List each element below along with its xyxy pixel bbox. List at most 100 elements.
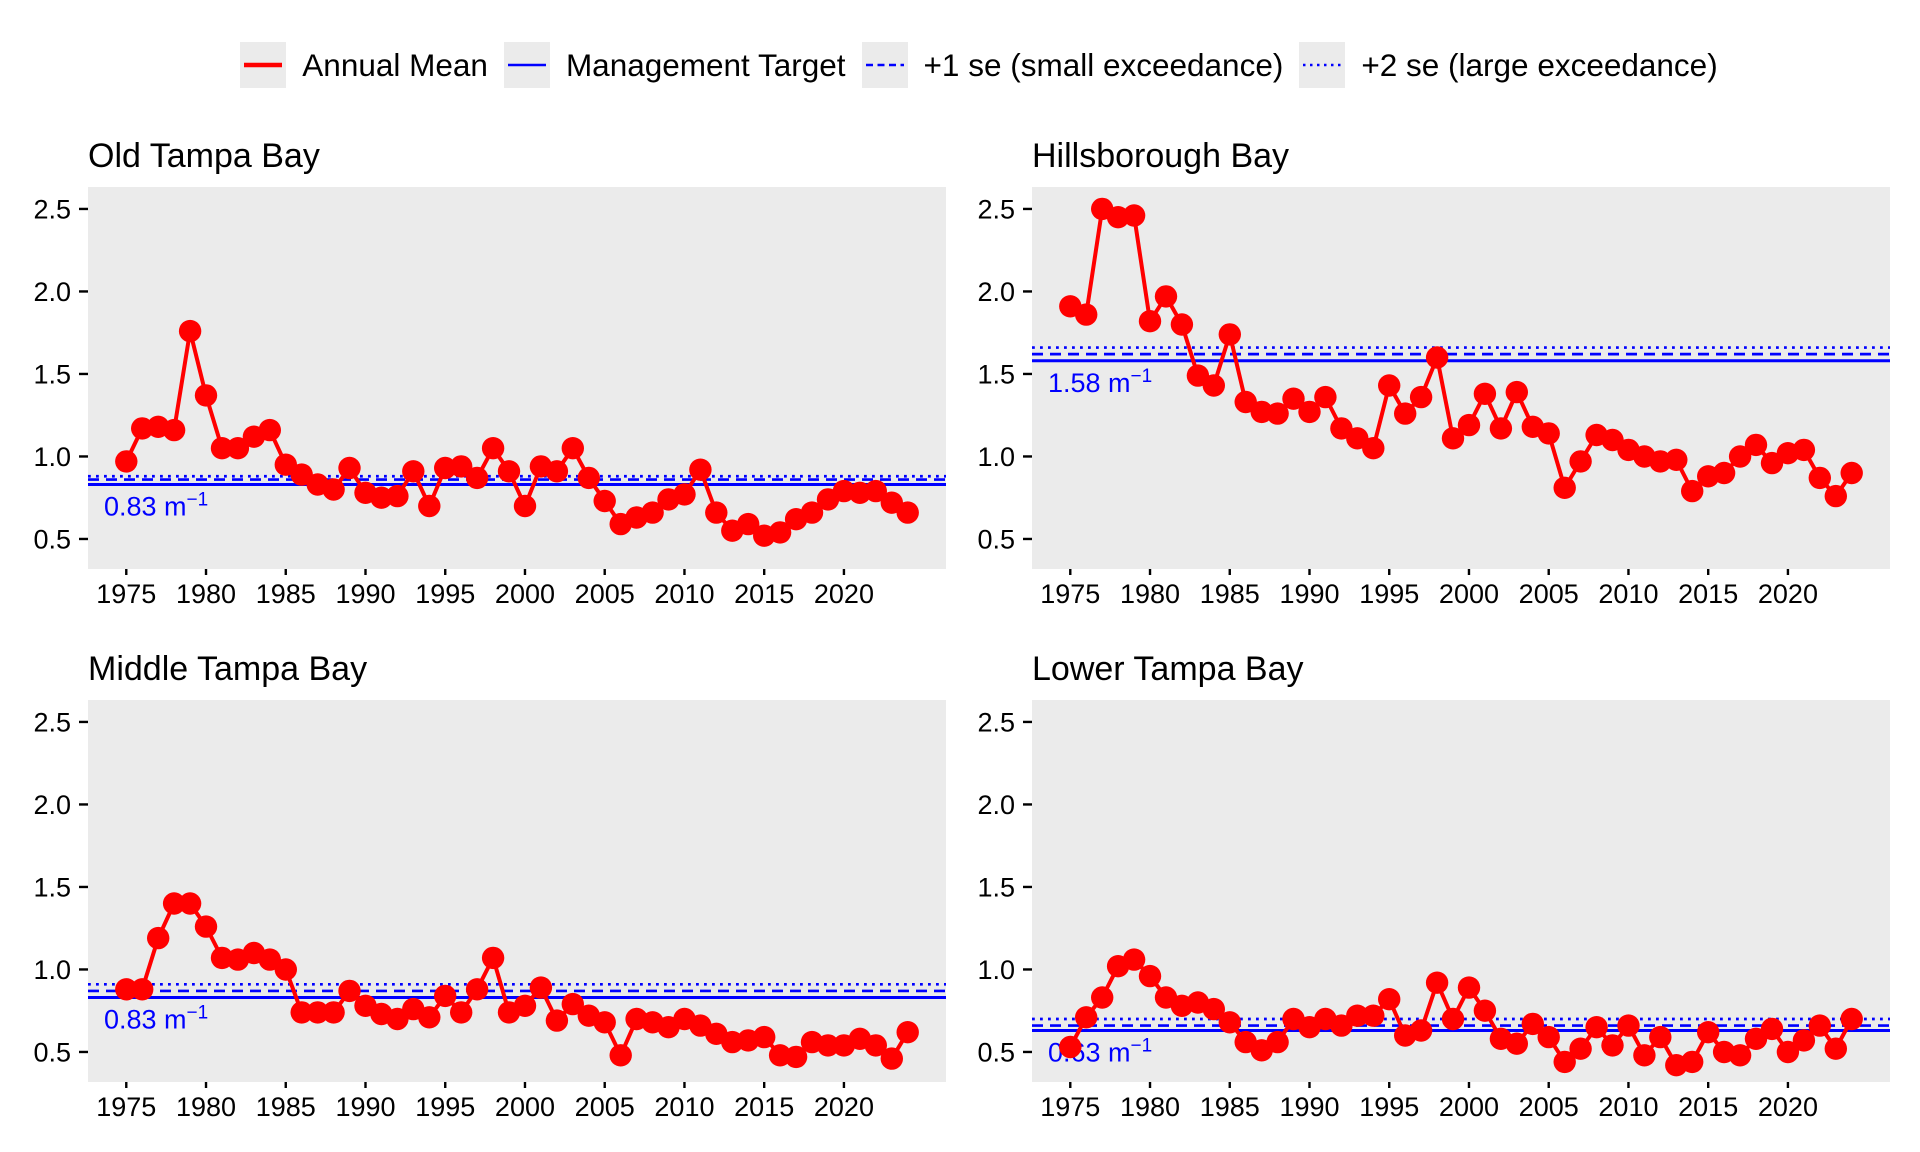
data-point bbox=[258, 418, 281, 442]
data-point bbox=[1362, 1004, 1385, 1027]
legend-key-blue-dashed-icon bbox=[861, 42, 908, 88]
data-point bbox=[1553, 1050, 1576, 1074]
x-tick-label: 2000 bbox=[1439, 579, 1499, 609]
target-annotation-value: 0.83 m bbox=[104, 1005, 187, 1035]
panel-title: Lower Tampa Bay bbox=[1032, 650, 1304, 688]
y-tick-label: 2.5 bbox=[33, 194, 71, 224]
target-annotation: 1.58 m−1 bbox=[1048, 366, 1152, 398]
data-point bbox=[1824, 1037, 1848, 1060]
data-point bbox=[1457, 976, 1481, 999]
y-tick-label: 0.5 bbox=[33, 524, 71, 554]
data-point bbox=[1282, 387, 1305, 410]
x-tick-label: 1975 bbox=[96, 579, 156, 609]
data-point bbox=[1409, 385, 1433, 409]
x-tick-label: 1980 bbox=[176, 1092, 236, 1122]
data-point bbox=[481, 437, 505, 460]
legend-label: Annual Mean bbox=[302, 46, 488, 83]
data-point bbox=[784, 1045, 808, 1069]
x-tick-label: 2010 bbox=[1598, 579, 1658, 609]
data-point bbox=[1569, 450, 1592, 473]
data-point bbox=[641, 501, 664, 524]
data-point bbox=[147, 926, 170, 950]
data-point bbox=[577, 466, 600, 490]
x-tick-label: 2010 bbox=[1598, 1092, 1658, 1122]
data-point bbox=[226, 437, 250, 460]
x-tick-label: 1980 bbox=[176, 579, 236, 609]
panel-background bbox=[88, 700, 946, 1082]
legend-label: Management Target bbox=[565, 46, 846, 83]
data-point bbox=[1649, 1025, 1672, 1049]
x-tick-label: 2000 bbox=[1439, 1092, 1499, 1122]
data-point bbox=[1378, 988, 1401, 1011]
data-point bbox=[1394, 402, 1417, 425]
y-tick-label: 0.5 bbox=[33, 1037, 71, 1067]
x-tick-label: 1990 bbox=[335, 1092, 395, 1122]
panel-background bbox=[1032, 187, 1890, 569]
data-point bbox=[1202, 997, 1226, 1021]
data-point bbox=[338, 456, 361, 480]
data-point bbox=[1314, 385, 1337, 409]
data-point bbox=[497, 460, 521, 483]
data-point bbox=[1362, 437, 1385, 460]
data-point bbox=[1489, 417, 1513, 440]
y-tick-label: 1.5 bbox=[977, 359, 1015, 389]
x-tick-label: 2010 bbox=[654, 1092, 714, 1122]
data-point bbox=[162, 418, 186, 442]
data-point bbox=[306, 1001, 329, 1024]
x-tick-label: 1990 bbox=[1279, 1092, 1339, 1122]
legend-label: +1 se (small exceedance) bbox=[923, 46, 1284, 83]
data-point bbox=[1154, 285, 1178, 308]
data-point bbox=[896, 501, 919, 524]
data-point bbox=[1792, 438, 1816, 462]
data-point bbox=[1840, 1007, 1863, 1031]
legend-label: +2 se (large exceedance) bbox=[1361, 46, 1718, 83]
panel-hillsborough-bay: Hillsborough Bay 0.5 1.0 1.5 2.0 2.5 1975 1980 1… bbox=[977, 137, 1890, 609]
data-point bbox=[450, 455, 473, 478]
target-annotation-value: 0.83 m bbox=[104, 492, 187, 522]
x-tick-label: 1995 bbox=[415, 579, 475, 609]
data-point bbox=[1234, 390, 1257, 414]
x-tick-label: 2015 bbox=[734, 1092, 794, 1122]
data-point bbox=[1633, 1044, 1656, 1067]
data-point bbox=[753, 1025, 776, 1049]
legend-key-blue-solid-icon bbox=[503, 42, 550, 88]
y-tick-label: 1.5 bbox=[33, 359, 71, 389]
panel-old-tampa-bay: Old Tampa Bay 0.5 1.0 1.5 2.0 2.5 1975 1980 1985… bbox=[33, 137, 946, 609]
x-tick-label: 2015 bbox=[1678, 579, 1738, 609]
data-point bbox=[561, 437, 584, 460]
data-point bbox=[450, 1001, 473, 1024]
data-point bbox=[194, 384, 218, 407]
data-point bbox=[481, 946, 505, 970]
x-tick-label: 2010 bbox=[654, 579, 714, 609]
target-annotation: 0.83 m−1 bbox=[104, 490, 208, 522]
data-point bbox=[1808, 1014, 1832, 1037]
data-point bbox=[1346, 427, 1369, 450]
data-point bbox=[513, 994, 537, 1017]
x-tick-label: 1975 bbox=[1040, 579, 1100, 609]
data-point bbox=[1728, 445, 1752, 468]
data-point bbox=[609, 1044, 632, 1067]
data-point bbox=[1075, 1006, 1098, 1029]
data-point bbox=[115, 450, 138, 473]
data-point bbox=[1537, 422, 1560, 445]
x-tick-label: 2015 bbox=[1678, 1092, 1738, 1122]
data-point bbox=[465, 978, 489, 1001]
data-point bbox=[1681, 479, 1704, 503]
data-point bbox=[896, 1020, 919, 1044]
x-tick-label: 1990 bbox=[1279, 579, 1339, 609]
data-point bbox=[1138, 310, 1162, 333]
y-tick-label: 2.0 bbox=[977, 277, 1015, 307]
data-point bbox=[1697, 1020, 1720, 1044]
data-point bbox=[1569, 1037, 1592, 1060]
x-tick-label: 2005 bbox=[575, 1092, 635, 1122]
y-tick-label: 2.0 bbox=[33, 790, 71, 820]
target-annotation: 0.83 m−1 bbox=[104, 1003, 208, 1035]
target-annotation-sup: −1 bbox=[1131, 366, 1153, 387]
legend-key-red-solid-icon bbox=[240, 42, 287, 88]
data-point bbox=[1521, 1012, 1545, 1036]
x-tick-label: 1980 bbox=[1120, 579, 1180, 609]
data-point bbox=[513, 494, 537, 518]
data-point bbox=[1425, 346, 1449, 369]
target-annotation-sup: −1 bbox=[1131, 1036, 1153, 1057]
x-tick-label: 2020 bbox=[814, 1092, 874, 1122]
